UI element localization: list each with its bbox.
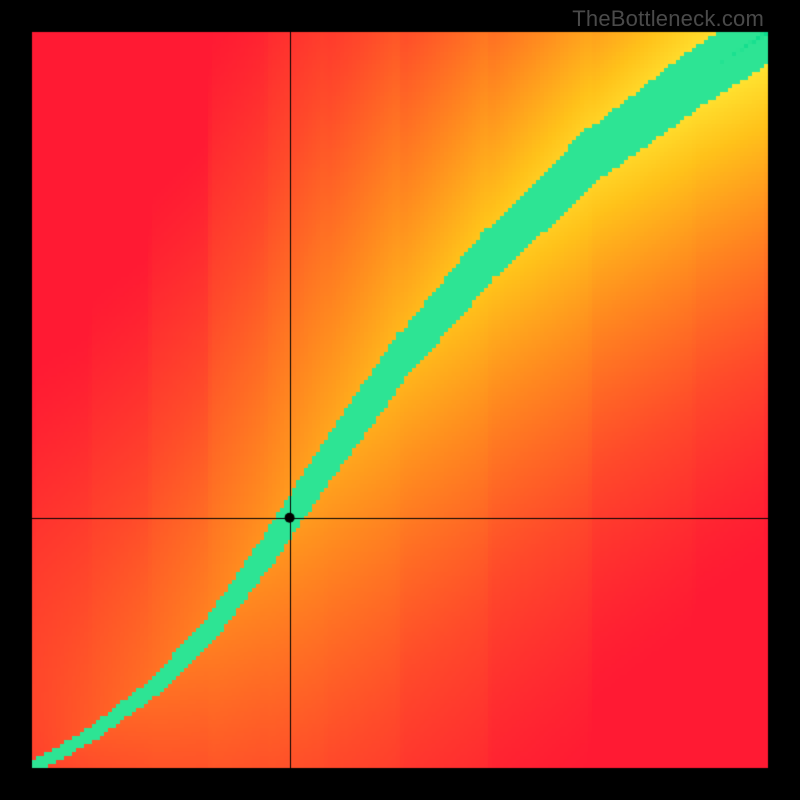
figure-frame: TheBottleneck.com [0, 0, 800, 800]
watermark-text: TheBottleneck.com [572, 6, 764, 32]
heatmap-canvas [0, 0, 800, 800]
